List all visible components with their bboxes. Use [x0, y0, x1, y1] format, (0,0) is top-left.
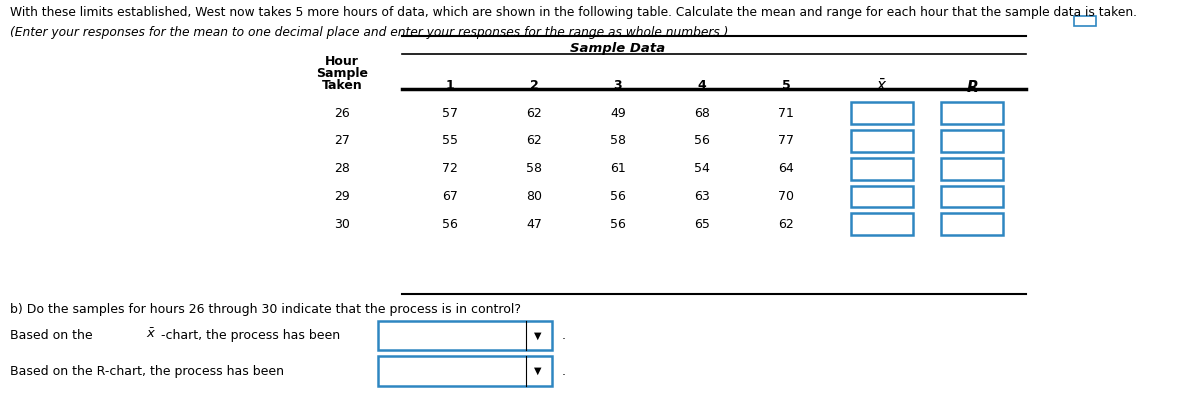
- Text: -chart, the process has been: -chart, the process has been: [161, 329, 340, 342]
- Text: ▼: ▼: [534, 366, 541, 376]
- FancyBboxPatch shape: [941, 130, 1003, 152]
- Text: 26: 26: [334, 107, 350, 119]
- Text: b) Do the samples for hours 26 through 30 indicate that the process is in contro: b) Do the samples for hours 26 through 3…: [10, 303, 521, 316]
- FancyBboxPatch shape: [1074, 16, 1096, 26]
- Text: 71: 71: [778, 107, 794, 119]
- Text: (Enter your responses for the mean to one decimal place and enter your responses: (Enter your responses for the mean to on…: [10, 26, 728, 39]
- Text: .: .: [562, 329, 565, 342]
- Text: 3: 3: [613, 79, 623, 93]
- Text: Taken: Taken: [322, 79, 362, 93]
- Text: 28: 28: [334, 162, 350, 175]
- FancyBboxPatch shape: [941, 158, 1003, 179]
- Text: 5: 5: [781, 79, 791, 93]
- FancyBboxPatch shape: [851, 158, 913, 179]
- Text: Based on the: Based on the: [10, 329, 96, 342]
- Text: 47: 47: [526, 218, 542, 231]
- Text: With these limits established, West now takes 5 more hours of data, which are sh: With these limits established, West now …: [10, 6, 1136, 19]
- Text: $\bar{x}$: $\bar{x}$: [146, 327, 157, 341]
- Text: 64: 64: [778, 162, 794, 175]
- Text: ▼: ▼: [534, 330, 541, 341]
- Text: 70: 70: [778, 190, 794, 203]
- Text: 62: 62: [526, 107, 542, 119]
- Text: Sample Data: Sample Data: [570, 42, 666, 55]
- FancyBboxPatch shape: [941, 214, 1003, 235]
- Text: 56: 56: [442, 218, 458, 231]
- Text: 49: 49: [610, 107, 626, 119]
- Text: $\bar{x}$: $\bar{x}$: [876, 78, 888, 94]
- Text: 61: 61: [610, 162, 626, 175]
- Text: 68: 68: [694, 107, 710, 119]
- Text: 58: 58: [610, 135, 626, 147]
- FancyBboxPatch shape: [378, 357, 552, 386]
- FancyBboxPatch shape: [851, 214, 913, 235]
- Text: 62: 62: [778, 218, 794, 231]
- FancyBboxPatch shape: [851, 186, 913, 207]
- Text: 72: 72: [442, 162, 458, 175]
- Text: Sample: Sample: [316, 67, 368, 80]
- FancyBboxPatch shape: [941, 102, 1003, 124]
- Text: 63: 63: [694, 190, 710, 203]
- Text: 55: 55: [442, 135, 458, 147]
- Text: 1: 1: [445, 79, 455, 93]
- FancyBboxPatch shape: [851, 102, 913, 124]
- Text: 56: 56: [694, 135, 710, 147]
- Text: Hour: Hour: [325, 55, 359, 68]
- Text: 29: 29: [334, 190, 350, 203]
- Text: 2: 2: [529, 79, 539, 93]
- Text: 57: 57: [442, 107, 458, 119]
- Text: 58: 58: [526, 162, 542, 175]
- FancyBboxPatch shape: [851, 130, 913, 152]
- Text: 62: 62: [526, 135, 542, 147]
- Text: 30: 30: [334, 218, 350, 231]
- FancyBboxPatch shape: [378, 321, 552, 351]
- FancyBboxPatch shape: [941, 186, 1003, 207]
- Text: $\bfit{R}$: $\bfit{R}$: [966, 79, 978, 95]
- Text: 27: 27: [334, 135, 350, 147]
- Text: Based on the R-chart, the process has been: Based on the R-chart, the process has be…: [10, 365, 283, 378]
- Text: 67: 67: [442, 190, 458, 203]
- Text: 56: 56: [610, 218, 626, 231]
- Text: 56: 56: [610, 190, 626, 203]
- Text: 80: 80: [526, 190, 542, 203]
- Text: 54: 54: [694, 162, 710, 175]
- Text: 4: 4: [697, 79, 707, 93]
- Text: .: .: [562, 365, 565, 378]
- Text: 65: 65: [694, 218, 710, 231]
- Text: 77: 77: [778, 135, 794, 147]
